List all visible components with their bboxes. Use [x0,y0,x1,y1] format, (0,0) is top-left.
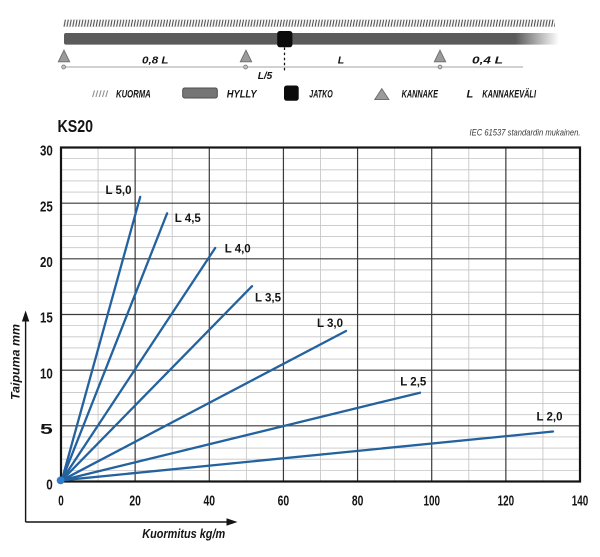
svg-text:10: 10 [40,365,53,382]
svg-text:15: 15 [40,310,53,327]
svg-text:20: 20 [40,254,53,271]
svg-text:80: 80 [352,493,364,510]
svg-text:Taipuma mm: Taipuma mm [9,324,23,400]
svg-text:0: 0 [46,477,53,494]
svg-text:120: 120 [498,493,515,510]
svg-text:140: 140 [572,493,589,510]
svg-text:L 2,5: L 2,5 [400,375,426,389]
svg-text:KANNAKE: KANNAKE [402,88,439,100]
svg-text:100: 100 [423,493,440,510]
svg-text:0,8 L: 0,8 L [142,54,169,66]
svg-text:L 4,5: L 4,5 [175,211,201,225]
svg-text:L/5: L/5 [258,71,273,82]
svg-text:0: 0 [58,493,64,510]
svg-text:IEC 61537 standardin mukainen.: IEC 61537 standardin mukainen. [470,128,581,138]
svg-text:0,4 L: 0,4 L [472,54,503,66]
svg-text:Kuormitus kg/m: Kuormitus kg/m [142,527,225,541]
svg-text:KS20: KS20 [58,116,94,136]
svg-text:L 3,5: L 3,5 [255,291,281,305]
svg-text:60: 60 [278,493,290,510]
svg-text:L: L [338,54,344,66]
svg-text:HYLLY: HYLLY [227,88,258,100]
svg-text:L: L [467,88,474,100]
svg-text:5: 5 [40,421,53,438]
svg-text:40: 40 [204,493,216,510]
svg-text:KANNAKEVÄLI: KANNAKEVÄLI [482,87,536,100]
svg-text:KUORMA: KUORMA [116,88,151,100]
svg-text:JATKO: JATKO [309,88,333,100]
svg-text:30: 30 [40,143,53,160]
svg-text:L 4,0: L 4,0 [225,242,251,256]
svg-text:20: 20 [129,493,141,510]
svg-text:L 2,0: L 2,0 [537,410,563,424]
svg-text:L 5,0: L 5,0 [106,183,132,197]
svg-text:L 3,0: L 3,0 [317,316,343,330]
svg-text:25: 25 [40,198,53,215]
